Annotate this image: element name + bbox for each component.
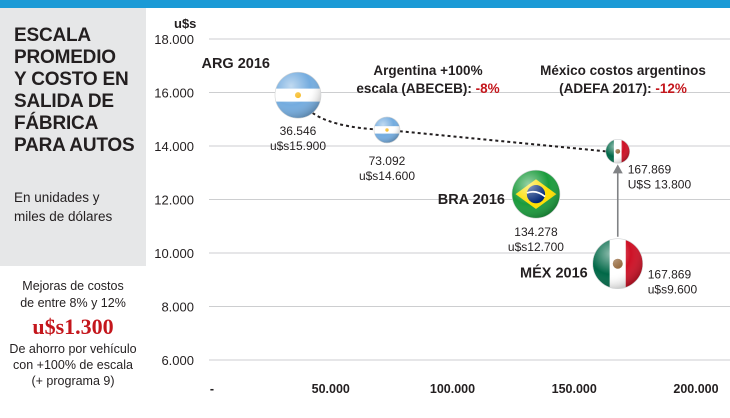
- data-label-line: 36.546: [280, 124, 317, 138]
- ann-mex-pct: -12%: [655, 81, 687, 96]
- data-label-line: u$s9.600: [648, 283, 698, 297]
- flag-shine: [373, 116, 400, 143]
- savings-description: De ahorro por vehículo con +100% de esca…: [9, 342, 137, 388]
- ann-arg-line1: Argentina +100%: [373, 63, 482, 78]
- sidebar-panel: ESCALA PROMEDIO Y COSTO EN SALIDA DE FÁB…: [0, 8, 146, 418]
- data-label-line: 167.869: [648, 268, 692, 282]
- data-label-arg: 36.546 u$s15.900: [270, 124, 326, 153]
- ann-arg-pct: -8%: [476, 81, 500, 96]
- y-tick-label: 8.000: [161, 300, 194, 315]
- sidebar-title: ESCALA PROMEDIO Y COSTO EN SALIDA DE FÁB…: [14, 25, 135, 156]
- ann-arg-line2: escala (ABECEB): -8%: [356, 81, 499, 96]
- data-label-line: u$s14.600: [359, 169, 415, 183]
- ann-arg-line2-text: escala (ABECEB):: [356, 81, 475, 96]
- flag-shine: [274, 72, 321, 119]
- savings-amount: u$s1.300: [32, 314, 114, 339]
- data-label-line: 167.869: [628, 162, 672, 176]
- point-name-mex: MÉX 2016: [520, 265, 588, 282]
- flag-shine: [605, 139, 630, 164]
- point-name-arg: ARG 2016: [201, 56, 270, 72]
- top-accent-bar: [0, 0, 730, 8]
- sidebar-subtitle: En unidades y miles de dólares: [14, 190, 113, 224]
- ann-mex-line2: (ADEFA 2017): -12%: [559, 81, 687, 96]
- connector-layer: [307, 108, 623, 237]
- flag-shine: [511, 170, 560, 219]
- y-tick-label: 18.000: [154, 32, 194, 47]
- label-layer: 36.546 u$s15.900 ARG 2016 73.092 u$s14.600 16…: [201, 56, 705, 297]
- flag-outline: [592, 238, 644, 289]
- data-label-line: u$s15.900: [270, 139, 326, 153]
- flag-outline: [511, 169, 561, 219]
- ann-mex-line2-text: (ADEFA 2017):: [559, 81, 655, 96]
- data-point-arg2: [373, 116, 401, 144]
- y-axis-label: u$s: [174, 16, 196, 31]
- y-tick-label: 10.000: [154, 246, 194, 261]
- data-point-mex: [592, 238, 644, 289]
- axis-layer: 6.000 8.000 10.000 12.000 14.000 16.000 18.000…: [154, 16, 718, 396]
- savings-improvement-text: Mejoras de costos de entre 8% y 12%: [20, 279, 126, 310]
- data-label-line: u$s12.700: [508, 240, 564, 254]
- savings-box: Mejoras de costos de entre 8% y 12% u$s1…: [0, 266, 146, 418]
- flag-shine: [592, 238, 643, 289]
- x-tick-label: 50.000: [312, 382, 350, 396]
- x-tick-label: 100.000: [430, 382, 475, 396]
- x-tick-label: 200.000: [673, 382, 718, 396]
- data-label-mex2: 167.869 U$S 13.800: [628, 162, 692, 191]
- data-point-mex2: [605, 139, 631, 164]
- dashed-trend-line: [307, 108, 606, 153]
- data-label-bra: 134.278 u$s12.700: [508, 225, 564, 254]
- data-label-arg2: 73.092 u$s14.600: [359, 154, 415, 183]
- data-point-bra: [511, 169, 561, 219]
- data-point-arg: [274, 71, 322, 119]
- improvement-arrow-head: [612, 164, 623, 174]
- x-tick-label: -: [210, 382, 214, 396]
- y-tick-label: 12.000: [154, 193, 194, 208]
- data-label-line: 134.278: [514, 225, 558, 239]
- scatter-chart: 6.000 8.000 10.000 12.000 14.000 16.000 18.000…: [154, 16, 730, 396]
- data-label-line: U$S 13.800: [628, 177, 692, 191]
- flag-outline: [274, 71, 322, 119]
- x-tick-label: 150.000: [552, 382, 597, 396]
- ann-mex-line1: México costos argentinos: [540, 63, 706, 78]
- flag-outline: [605, 139, 631, 164]
- flag-outline: [373, 116, 401, 144]
- data-label-mex: 167.869 u$s9.600: [648, 268, 698, 297]
- data-label-line: 73.092: [369, 154, 406, 168]
- point-layer: [274, 71, 644, 289]
- y-tick-label: 6.000: [161, 353, 194, 368]
- point-name-bra: BRA 2016: [438, 192, 505, 208]
- y-tick-label: 14.000: [154, 139, 194, 154]
- y-tick-label: 16.000: [154, 86, 194, 101]
